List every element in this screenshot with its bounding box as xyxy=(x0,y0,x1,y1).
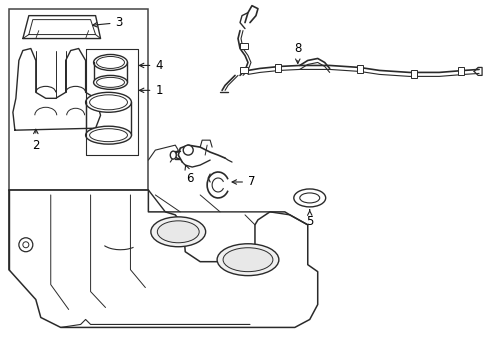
Bar xyxy=(9,9,148,190)
Ellipse shape xyxy=(89,95,127,110)
Text: 8: 8 xyxy=(293,42,301,63)
Bar xyxy=(457,67,463,75)
Text: 2: 2 xyxy=(32,129,40,152)
Text: 3: 3 xyxy=(92,16,122,29)
Bar xyxy=(274,64,280,72)
Circle shape xyxy=(23,242,29,248)
Ellipse shape xyxy=(223,248,272,272)
Text: 6: 6 xyxy=(184,165,194,185)
Circle shape xyxy=(19,238,33,252)
Ellipse shape xyxy=(85,126,131,144)
Ellipse shape xyxy=(93,54,127,71)
Ellipse shape xyxy=(217,244,278,276)
Ellipse shape xyxy=(170,151,176,159)
Ellipse shape xyxy=(96,77,124,87)
Bar xyxy=(356,66,362,73)
Ellipse shape xyxy=(96,57,124,68)
Bar xyxy=(240,67,247,73)
Bar xyxy=(410,71,416,78)
Ellipse shape xyxy=(299,193,319,203)
Text: 4: 4 xyxy=(139,59,163,72)
Bar xyxy=(240,42,247,49)
Text: 7: 7 xyxy=(232,175,255,189)
Ellipse shape xyxy=(157,221,199,243)
Text: 5: 5 xyxy=(305,210,313,228)
Circle shape xyxy=(183,145,193,155)
Text: 1: 1 xyxy=(139,84,163,97)
Ellipse shape xyxy=(293,189,325,207)
Ellipse shape xyxy=(89,129,127,141)
Ellipse shape xyxy=(93,75,127,89)
Ellipse shape xyxy=(151,217,205,247)
Ellipse shape xyxy=(85,92,131,112)
